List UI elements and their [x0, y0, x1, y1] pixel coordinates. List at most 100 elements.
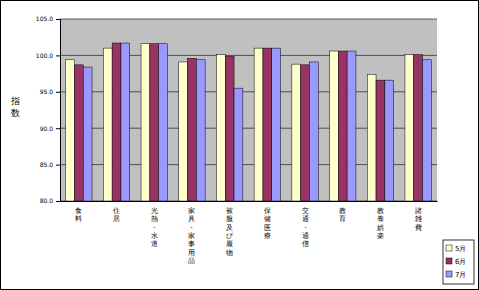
y-axis: 80.0 85.0 90.0 95.0 100.0 105.0	[36, 15, 61, 204]
bar	[150, 44, 159, 201]
x-tick-char: ・	[151, 224, 158, 232]
bar	[309, 62, 318, 201]
y-tick-mark	[56, 128, 60, 129]
x-tick-char: 被	[226, 207, 233, 215]
x-tick-char: 住	[112, 207, 120, 215]
grid-line	[60, 19, 437, 20]
x-tick-char: 楽	[377, 232, 384, 240]
bar	[141, 44, 150, 201]
x-tick-char: 医	[264, 224, 271, 232]
bar	[112, 43, 121, 201]
bar	[301, 65, 310, 201]
x-tick-char: 娯	[377, 224, 384, 232]
bar	[74, 65, 83, 201]
bar	[216, 55, 225, 201]
x-tick-char: 諸	[415, 207, 422, 215]
y-tick-mark	[56, 55, 60, 56]
y-tick: 95.0	[40, 88, 60, 95]
x-tick-char: 通	[302, 215, 309, 223]
x-axis: 食料住居光熱・水道家具・家事用品被服及び履物保健医療交通・通信教育教養娯楽諸雑費	[61, 201, 438, 265]
bar	[405, 55, 414, 201]
x-tick-char: 水	[151, 232, 158, 240]
x-tick: 諸雑費	[415, 201, 422, 232]
legend-label: 6月	[455, 258, 466, 266]
y-tick-mark	[56, 165, 60, 166]
x-tick-char: 家	[188, 232, 195, 240]
x-tick-char: 教	[339, 207, 346, 215]
y-tick-label: 90.0	[40, 125, 54, 132]
x-tick-char: 道	[151, 240, 158, 248]
bar	[367, 74, 376, 201]
x-tick-char: 具	[188, 215, 195, 223]
y-tick: 105.0	[36, 15, 60, 22]
x-tick-char: 用	[188, 249, 195, 257]
x-tick: 家具・家事用品	[188, 201, 195, 265]
bar	[272, 48, 281, 201]
y-tick-label: 95.0	[40, 88, 54, 95]
chart-frame	[1, 1, 479, 290]
y-tick-mark	[56, 201, 60, 202]
x-tick-char: 物	[226, 249, 233, 257]
x-tick-char: 居	[113, 215, 120, 223]
x-tick-char: 料	[75, 215, 82, 223]
x-tick-char: 熱	[151, 215, 158, 223]
legend-frame	[443, 240, 474, 284]
x-tick: 教養娯楽	[377, 201, 384, 240]
y-tick: 85.0	[40, 161, 60, 168]
y-axis-title-char: 指	[10, 96, 20, 106]
x-tick-char: 交	[302, 207, 309, 215]
bar	[83, 67, 92, 201]
x-tick-char: ・	[302, 224, 309, 232]
x-tick-char: 品	[188, 257, 195, 265]
x-tick-char: 療	[264, 232, 271, 240]
bar	[103, 48, 112, 201]
legend-item: 5月	[446, 245, 466, 253]
x-tick-char: 教	[377, 207, 384, 215]
y-axis-line	[56, 20, 61, 202]
legend-swatch	[446, 258, 452, 264]
x-tick-char: 保	[264, 207, 271, 215]
x-tick-label: 教育	[339, 207, 346, 223]
y-tick: 100.0	[36, 52, 60, 59]
x-tick-char: 育	[339, 214, 346, 223]
x-tick-label: 食料	[75, 207, 82, 223]
x-tick-label: 光熱・水道	[151, 207, 158, 248]
x-axis-line	[61, 201, 438, 202]
bar	[225, 56, 234, 201]
y-tick-mark	[56, 92, 60, 93]
x-tick-label: 被服及び履物	[226, 207, 234, 257]
x-tick: 保健医療	[264, 201, 271, 240]
x-tick-char: び	[226, 232, 234, 240]
legend-swatch	[446, 271, 452, 277]
legend-label: 5月	[455, 245, 466, 253]
y-tick-mark	[56, 19, 60, 20]
bar	[385, 80, 394, 201]
bar	[347, 51, 356, 201]
y-tick-label: 100.0	[36, 52, 53, 59]
legend: 5月 6月 7月	[443, 240, 474, 284]
x-tick-char: 費	[415, 224, 422, 232]
plot: 80.085.090.095.0100.0105.0食料住居光熱・水道家具・家事…	[36, 15, 438, 264]
y-tick: 80.0	[40, 197, 60, 204]
chart: 80.085.090.095.0100.0105.0食料住居光熱・水道家具・家事…	[0, 0, 479, 290]
x-tick: 食料	[75, 201, 82, 223]
x-tick-label: 家具・家事用品	[188, 207, 195, 265]
x-tick: 教育	[339, 201, 346, 223]
y-tick: 90.0	[40, 125, 60, 132]
x-tick-char: 光	[151, 207, 158, 215]
y-axis-title: 指数	[10, 96, 20, 118]
bar	[121, 43, 130, 201]
bar	[254, 48, 263, 201]
x-tick-label: 教養娯楽	[377, 207, 384, 240]
bar	[338, 51, 347, 201]
bar	[179, 62, 188, 201]
bar	[234, 88, 243, 201]
x-tick-label: 交通・通信	[302, 207, 309, 248]
x-tick-char: ・	[188, 224, 195, 232]
y-tick-label: 105.0	[36, 15, 53, 22]
legend-label: 7月	[455, 271, 466, 279]
bar	[196, 60, 205, 201]
x-tick-char: 信	[302, 240, 309, 248]
x-tick-char: 事	[188, 240, 195, 248]
bars	[66, 43, 432, 201]
